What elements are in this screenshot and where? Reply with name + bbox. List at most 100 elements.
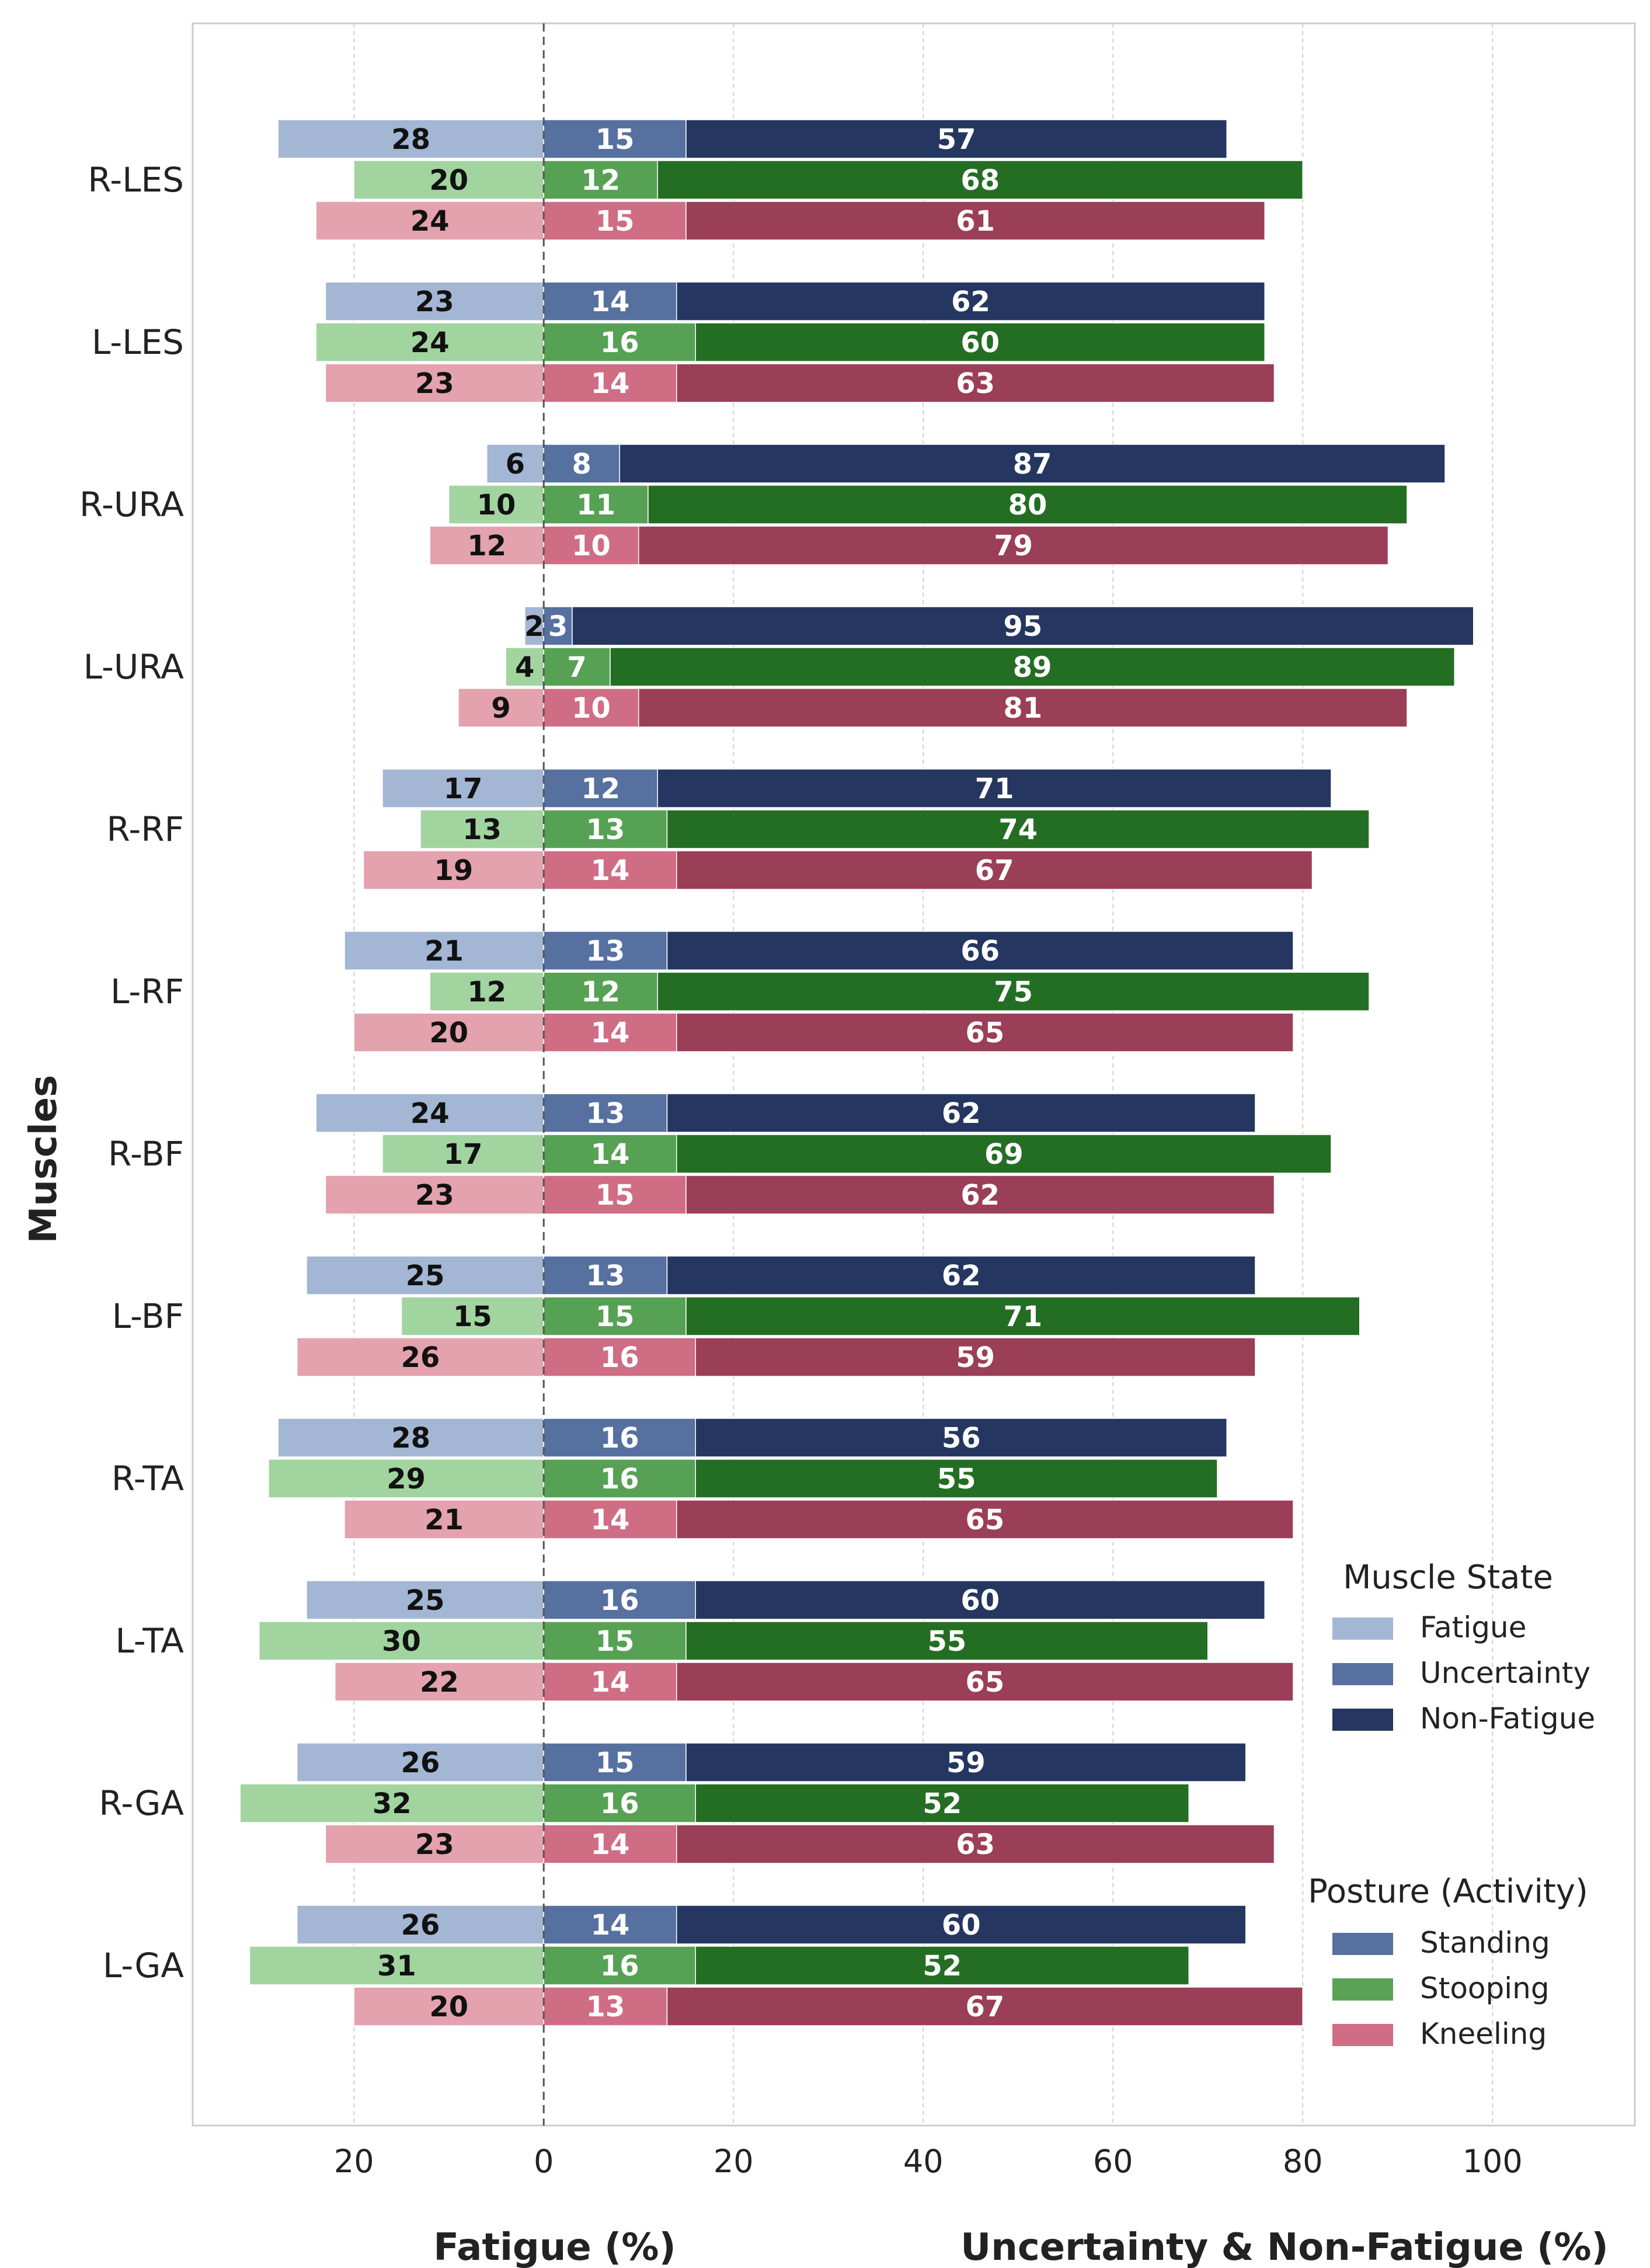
fatigue-bar-standing [297,1742,544,1782]
fatigue-value-label: 4 [515,651,534,684]
non-fatigue-bar-kneeling [676,1500,1294,1539]
non-fatigue-value-label: 55 [937,1463,976,1495]
uncertainty-bar-stooping [543,485,649,524]
y-tick-label: R-URA [79,485,184,524]
uncertainty-value-label: 16 [600,1787,639,1820]
non-fatigue-bar-standing [657,768,1332,808]
non-fatigue-bar-kneeling [695,1337,1256,1377]
uncertainty-bar-standing [543,1905,677,1945]
uncertainty-bar-standing [543,444,620,483]
fatigue-bar-standing [277,1418,544,1457]
non-fatigue-value-label: 95 [1003,610,1042,643]
non-fatigue-bar-kneeling [676,1824,1275,1864]
non-fatigue-value-label: 87 [1013,448,1052,481]
legend-label: Stooping [1420,1971,1550,2005]
fatigue-bar-standing [297,1905,544,1945]
fatigue-value-label: 17 [444,773,483,805]
fatigue-bar-standing [277,119,544,159]
uncertainty-value-label: 16 [600,1422,639,1455]
non-fatigue-bar-kneeling [676,1662,1294,1702]
fatigue-bar-kneeling [335,1662,544,1702]
uncertainty-value-label: 13 [586,1097,625,1130]
uncertainty-value-label: 14 [591,1017,630,1049]
uncertainty-value-label: 12 [581,773,620,805]
uncertainty-value-label: 16 [600,1463,639,1495]
non-fatigue-bar-stooping [695,1459,1218,1498]
x-axis-title-left: Fatigue (%) [433,2226,676,2268]
non-fatigue-value-label: 62 [960,1179,1000,1212]
legend-swatch [1332,1709,1393,1731]
y-tick-label: R-TA [112,1459,184,1498]
non-fatigue-bar-stooping [666,809,1370,849]
fatigue-bar-stooping [353,160,544,200]
non-fatigue-value-label: 68 [960,164,1000,197]
non-fatigue-bar-kneeling [685,1175,1275,1215]
non-fatigue-bar-standing [666,931,1294,970]
fatigue-value-label: 21 [424,1504,464,1536]
legend-label: Kneeling [1420,2017,1547,2051]
non-fatigue-bar-standing [676,281,1265,321]
x-tick-label: 20 [334,2143,374,2180]
uncertainty-value-label: 16 [600,1341,639,1374]
non-fatigue-bar-stooping [685,1296,1360,1336]
y-tick-label: R-LES [88,160,184,200]
y-tick-label: L-BF [112,1296,184,1336]
legend-label: Standing [1420,1926,1550,1960]
uncertainty-value-label: 14 [591,1666,630,1699]
uncertainty-bar-stooping [543,322,696,362]
legend-muscle-state: Muscle State Fatigue Uncertainty Non-Fatig… [1332,1559,1595,1735]
fatigue-bar-stooping [448,485,544,524]
uncertainty-value-label: 12 [581,164,620,197]
fatigue-bar-standing [344,931,544,970]
uncertainty-value-label: 14 [591,1828,630,1861]
legend-swatch [1332,2024,1393,2046]
fatigue-value-label: 25 [406,1260,445,1292]
legend-state-title: Muscle State [1343,1559,1553,1596]
non-fatigue-bar-standing [676,1905,1247,1945]
fatigue-value-label: 20 [429,164,468,197]
y-tick-label: R-BF [108,1134,184,1174]
uncertainty-bar-stooping [543,1134,677,1174]
fatigue-value-label: 31 [377,1950,416,1982]
uncertainty-value-label: 14 [591,854,630,887]
non-fatigue-value-label: 89 [1013,651,1052,684]
fatigue-value-label: 12 [467,530,506,562]
non-fatigue-value-label: 69 [984,1138,1024,1171]
uncertainty-bar-kneeling [543,363,677,403]
non-fatigue-value-label: 71 [975,773,1014,805]
non-fatigue-bar-stooping [695,1783,1189,1823]
uncertainty-bar-kneeling [543,1337,696,1377]
non-fatigue-value-label: 75 [994,976,1033,1008]
non-fatigue-value-label: 56 [942,1422,981,1455]
y-tick-labels: R-LES L-LES R-URA L-URA R-RF L-RF R-BF L-BF R-TA… [79,160,184,1985]
non-fatigue-bar-standing [572,606,1474,646]
non-fatigue-value-label: 81 [1003,692,1042,725]
uncertainty-value-label: 14 [591,1909,630,1942]
fatigue-value-label: 29 [387,1463,426,1495]
fatigue-value-label: 17 [444,1138,483,1171]
fatigue-value-label: 20 [429,1017,468,1049]
x-tick-label: 60 [1093,2143,1133,2180]
legend-swatch [1332,1933,1393,1955]
uncertainty-bar-kneeling [543,1500,677,1539]
non-fatigue-value-label: 65 [965,1017,1004,1049]
non-fatigue-bar-stooping [610,647,1455,687]
y-tick-label: L-LES [92,322,184,362]
non-fatigue-bar-stooping [685,1621,1209,1661]
fatigue-value-label: 9 [491,692,510,725]
uncertainty-bar-stooping [543,160,658,200]
fatigue-bar-standing [486,444,544,483]
fatigue-bar-kneeling [458,688,544,728]
fatigue-bar-kneeling [344,1500,544,1539]
fatigue-value-label: 26 [401,1909,440,1942]
non-fatigue-value-label: 60 [960,1584,1000,1617]
fatigue-value-label: 6 [506,448,525,481]
uncertainty-bar-kneeling [543,1013,677,1052]
fatigue-value-label: 32 [373,1787,412,1820]
fatigue-bar-kneeling [325,363,544,403]
non-fatigue-bar-stooping [657,160,1303,200]
legend-label: Fatigue [1420,1610,1527,1644]
uncertainty-value-label: 15 [596,123,635,156]
uncertainty-value-label: 15 [596,1300,635,1333]
